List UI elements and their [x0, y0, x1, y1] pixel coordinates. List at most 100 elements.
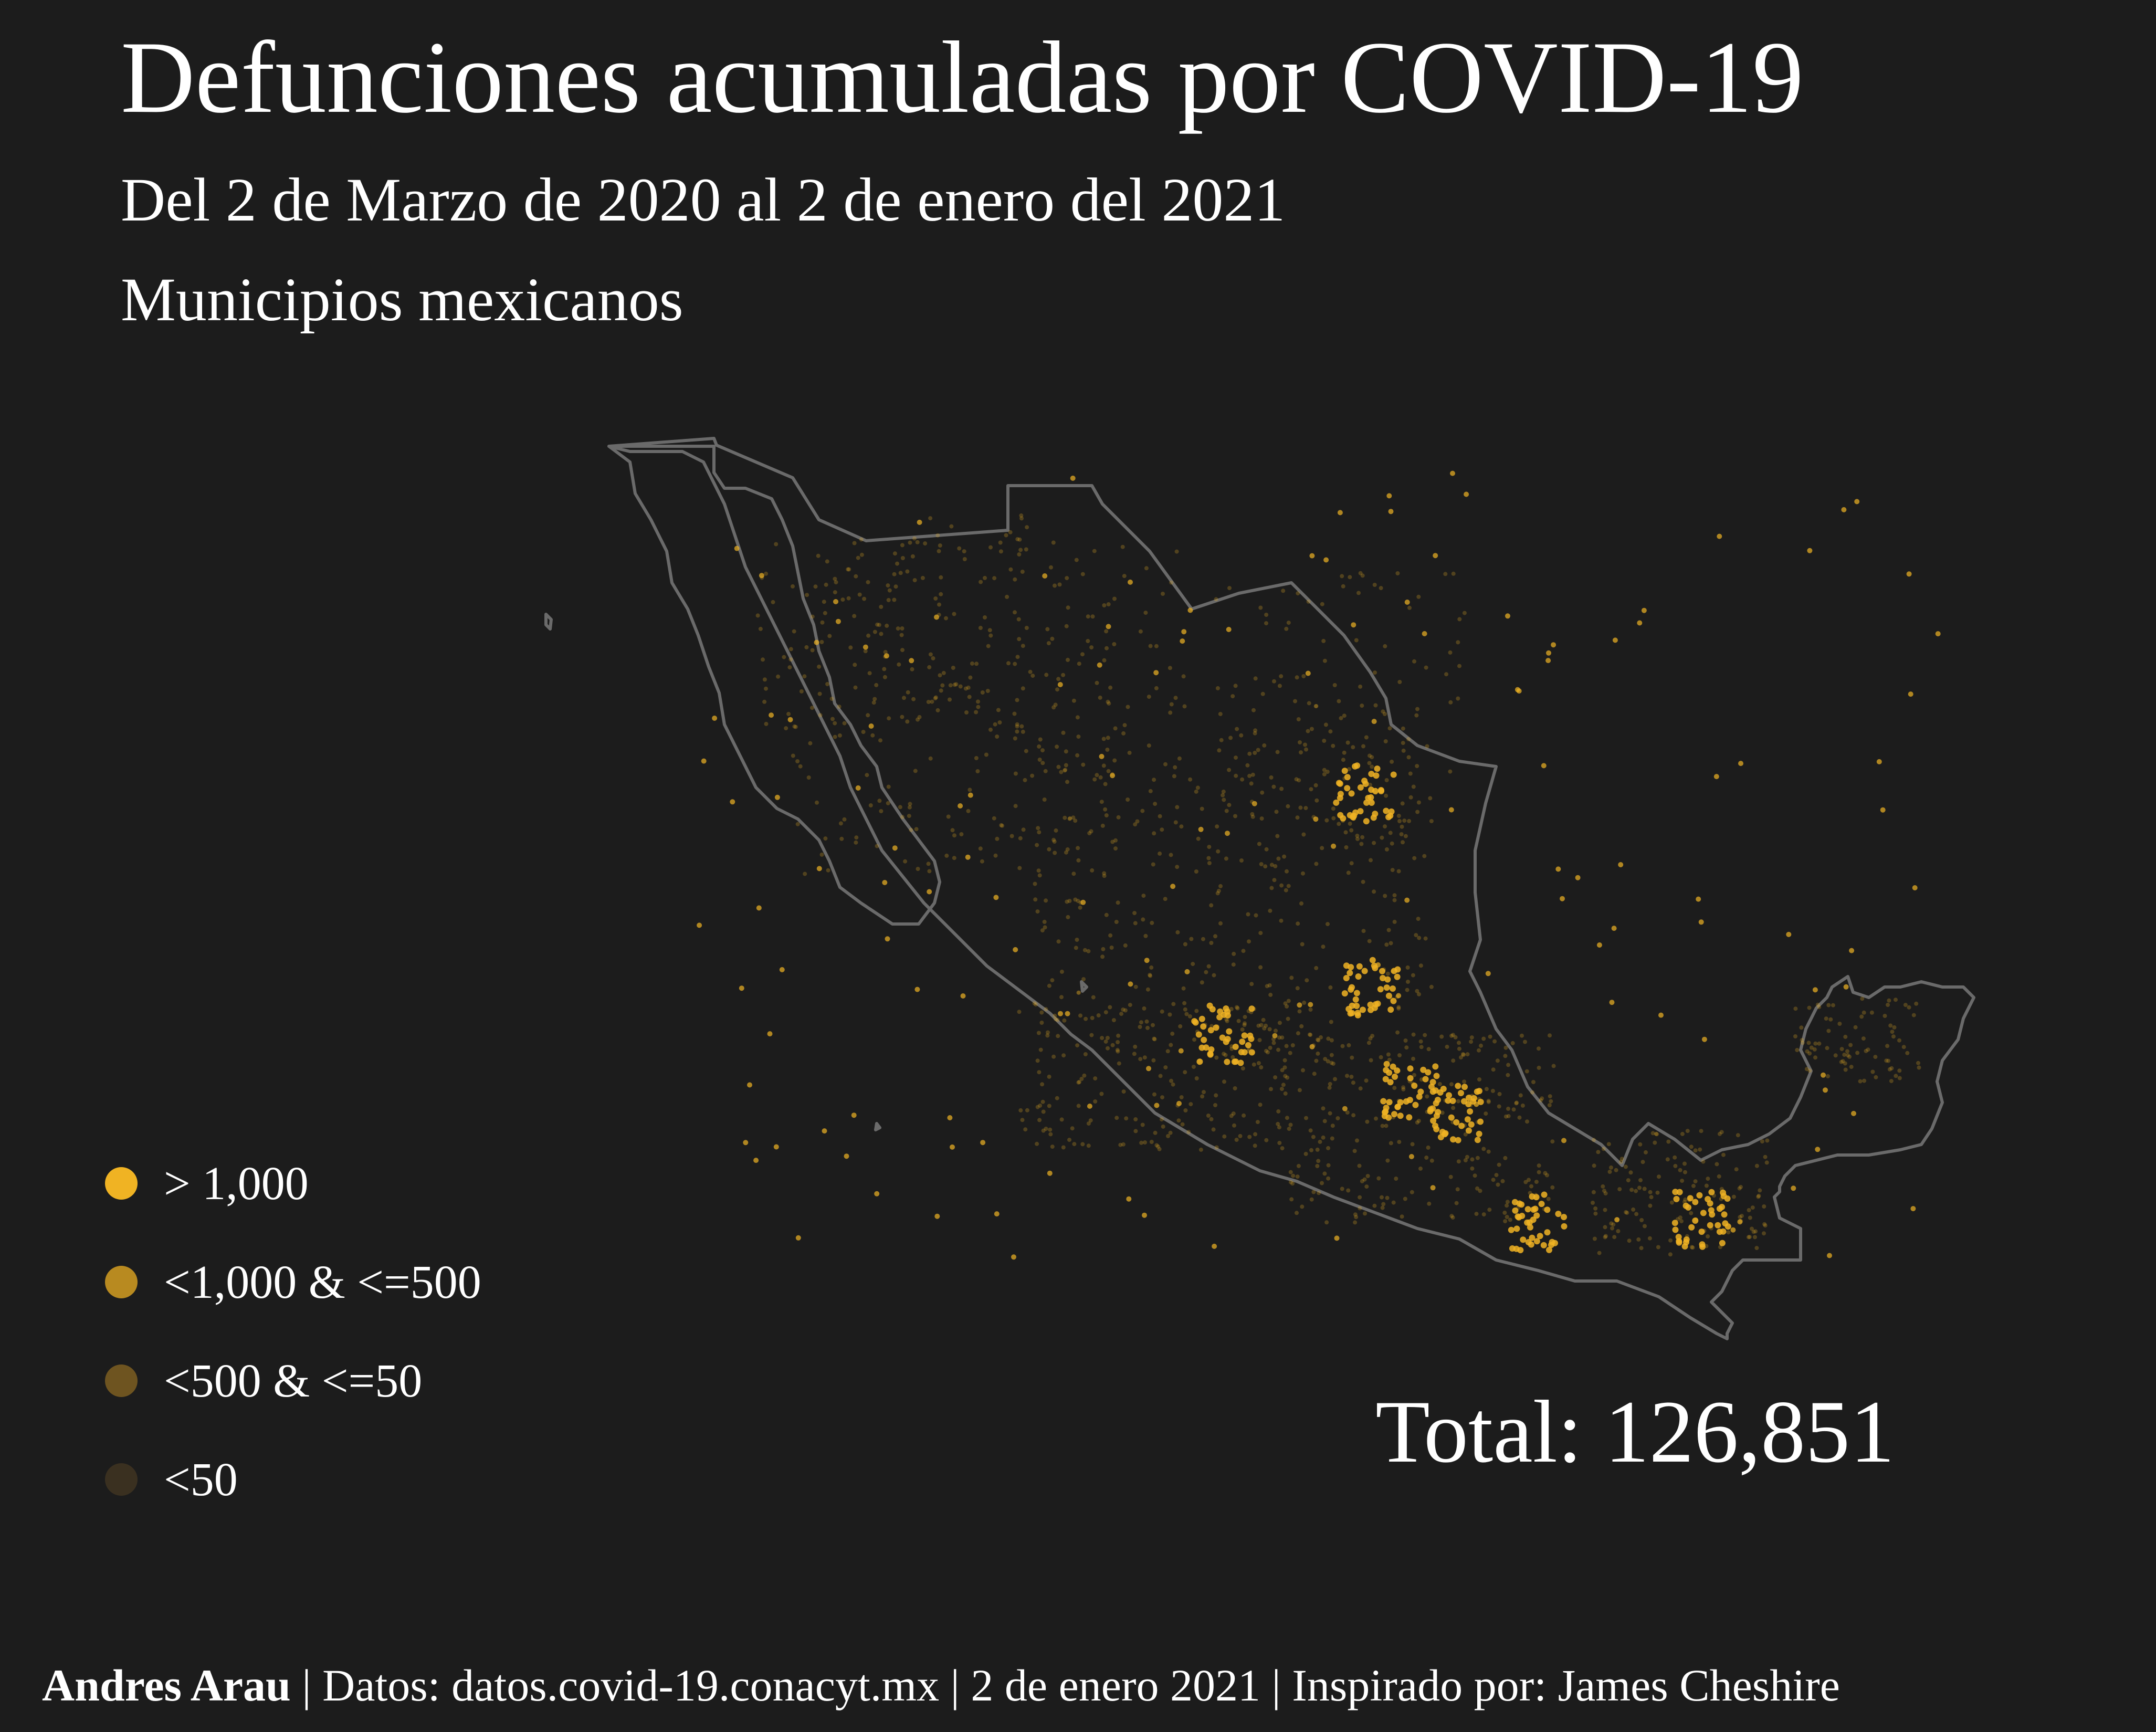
municipality-dot	[1051, 837, 1056, 842]
municipality-dot	[1089, 829, 1093, 834]
municipality-dot	[1140, 809, 1145, 813]
municipality-dot	[1461, 1053, 1466, 1057]
municipality-dot	[930, 699, 934, 704]
municipality-dot	[1139, 1140, 1144, 1145]
municipality-dot	[1005, 594, 1009, 599]
municipality-dot	[1322, 772, 1327, 776]
municipality-dot	[1282, 1058, 1287, 1063]
municipality-dot	[1207, 861, 1212, 865]
municipality-dot	[1707, 1200, 1713, 1207]
municipality-dot	[1038, 737, 1043, 742]
municipality-dot	[1843, 1067, 1848, 1072]
municipality-dot	[1037, 1118, 1042, 1122]
municipality-dot	[1301, 871, 1305, 876]
municipality-dot	[1288, 1180, 1293, 1184]
municipality-dot	[814, 639, 819, 645]
municipality-dot	[761, 657, 765, 662]
municipality-dot	[816, 553, 821, 558]
municipality-dot	[1061, 1053, 1066, 1058]
municipality-dot	[1066, 915, 1070, 919]
municipality-dot	[1051, 540, 1056, 545]
municipality-dot	[1256, 1023, 1261, 1028]
municipality-dot	[1218, 712, 1223, 716]
municipality-dot	[1428, 796, 1433, 801]
municipality-dot	[1351, 745, 1355, 750]
municipality-dot	[1159, 1117, 1164, 1122]
municipality-dot	[1529, 1184, 1533, 1189]
municipality-dot	[1354, 1215, 1359, 1220]
municipality-dot	[1406, 755, 1411, 760]
municipality-dot	[1497, 1091, 1502, 1096]
municipality-dot	[1529, 1234, 1536, 1241]
municipality-dot	[824, 582, 828, 587]
municipality-dot	[1212, 973, 1216, 978]
municipality-dot	[776, 674, 781, 679]
municipality-dot	[1154, 1103, 1160, 1108]
municipality-dot	[1295, 986, 1300, 991]
municipality-dot	[1188, 777, 1193, 782]
municipality-dot	[1075, 715, 1080, 720]
municipality-dot	[1081, 762, 1086, 767]
municipality-dot	[1391, 1200, 1396, 1205]
municipality-dot	[784, 726, 788, 731]
municipality-dot	[854, 835, 859, 840]
municipality-dot	[1289, 1197, 1294, 1202]
municipality-dot	[1321, 1135, 1326, 1140]
municipality-dot	[1077, 1079, 1081, 1084]
municipality-dot	[739, 985, 744, 991]
municipality-dot	[1416, 800, 1421, 805]
municipality-dot	[1709, 1211, 1716, 1218]
municipality-dot	[1324, 1220, 1329, 1225]
municipality-dot	[1200, 1094, 1205, 1099]
municipality-dot	[1323, 1057, 1328, 1062]
municipality-dot	[1411, 973, 1415, 978]
municipality-dot	[1173, 820, 1178, 825]
municipality-dot	[1072, 1142, 1077, 1147]
municipality-dot	[1756, 1194, 1761, 1199]
municipality-dot	[1074, 946, 1078, 950]
municipality-dot	[1183, 1070, 1187, 1075]
municipality-dot	[1380, 1124, 1385, 1128]
municipality-dot	[1093, 1076, 1098, 1081]
municipality-dot	[1330, 1124, 1335, 1128]
municipality-dot	[1843, 984, 1849, 990]
municipality-dot	[1319, 1035, 1323, 1040]
municipality-dot	[819, 852, 824, 857]
municipality-dot	[1449, 1082, 1454, 1087]
municipality-dot	[1387, 1079, 1394, 1086]
municipality-dot	[1173, 765, 1177, 770]
municipality-dot	[898, 571, 903, 575]
municipality-dot	[914, 986, 920, 992]
municipality-dot	[1050, 636, 1055, 641]
municipality-dot	[1045, 627, 1050, 632]
municipality-dot	[1048, 1127, 1053, 1132]
municipality-dot	[1154, 686, 1159, 690]
municipality-dot	[848, 645, 853, 650]
municipality-dot	[1373, 772, 1380, 779]
municipality-dot	[833, 576, 837, 581]
municipality-dot	[1424, 665, 1428, 670]
municipality-dot	[1372, 788, 1379, 794]
municipality-dot	[1592, 1236, 1597, 1241]
municipality-dot	[1233, 684, 1238, 688]
municipality-dot	[1206, 1114, 1211, 1118]
municipality-dot	[1128, 579, 1133, 585]
municipality-dot	[792, 629, 796, 634]
municipality-dot	[1119, 1012, 1123, 1016]
municipality-dot	[1405, 965, 1410, 970]
municipality-dot	[1303, 806, 1308, 811]
municipality-dot	[1352, 1149, 1357, 1153]
municipality-dot	[813, 584, 818, 589]
municipality-dot	[1322, 1171, 1327, 1176]
municipality-dot	[1067, 816, 1072, 821]
municipality-dot	[1013, 610, 1017, 615]
municipality-dot	[1841, 1059, 1845, 1064]
municipality-dot	[1721, 1211, 1728, 1218]
municipality-dot	[1706, 1234, 1710, 1238]
municipality-dot	[1168, 1130, 1173, 1135]
municipality-dot	[1033, 881, 1037, 886]
municipality-dot	[1474, 1137, 1481, 1143]
municipality-dot	[1721, 1152, 1726, 1157]
municipality-dot	[1086, 949, 1091, 953]
municipality-dot	[1326, 922, 1330, 927]
